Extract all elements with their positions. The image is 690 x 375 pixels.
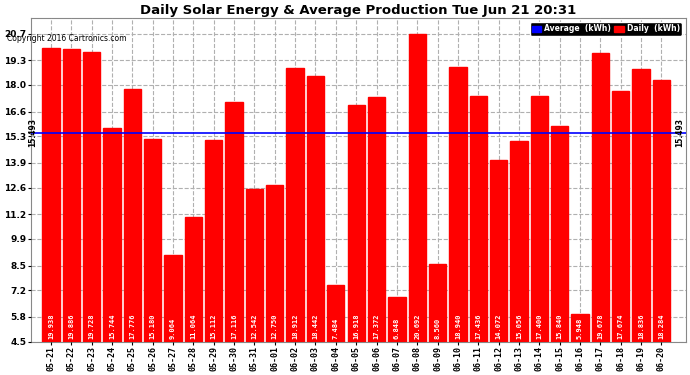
- Text: 17.116: 17.116: [231, 314, 237, 339]
- Bar: [63, 49, 80, 375]
- Bar: [368, 97, 385, 375]
- Text: 6.848: 6.848: [394, 318, 400, 339]
- Text: 15.493: 15.493: [28, 118, 37, 147]
- Text: 7.484: 7.484: [333, 318, 339, 339]
- Text: Copyright 2016 Cartronics.com: Copyright 2016 Cartronics.com: [7, 34, 126, 43]
- Text: 19.728: 19.728: [88, 314, 95, 339]
- Bar: [531, 96, 548, 375]
- Bar: [246, 189, 263, 375]
- Text: 17.372: 17.372: [373, 314, 380, 339]
- Text: 5.948: 5.948: [577, 318, 583, 339]
- Bar: [124, 89, 141, 375]
- Legend: Average  (kWh), Daily  (kWh): Average (kWh), Daily (kWh): [530, 22, 682, 36]
- Text: 12.750: 12.750: [272, 314, 278, 339]
- Text: 18.836: 18.836: [638, 314, 644, 339]
- Bar: [83, 52, 100, 375]
- Bar: [571, 314, 589, 375]
- Bar: [42, 48, 59, 375]
- Text: 17.400: 17.400: [536, 314, 542, 339]
- Text: 16.918: 16.918: [353, 314, 359, 339]
- Text: 15.056: 15.056: [516, 314, 522, 339]
- Bar: [226, 102, 243, 375]
- Bar: [511, 141, 528, 375]
- Text: 15.840: 15.840: [557, 314, 562, 339]
- Bar: [592, 53, 609, 375]
- Bar: [449, 67, 466, 375]
- Bar: [429, 264, 446, 375]
- Text: 15.112: 15.112: [210, 314, 217, 339]
- Text: 19.886: 19.886: [68, 314, 75, 339]
- Bar: [633, 69, 650, 375]
- Text: 15.493: 15.493: [676, 118, 684, 147]
- Bar: [551, 126, 569, 375]
- Text: 9.064: 9.064: [170, 318, 176, 339]
- Text: 8.560: 8.560: [435, 318, 441, 339]
- Bar: [104, 128, 121, 375]
- Text: 20.692: 20.692: [414, 314, 420, 339]
- Text: 12.542: 12.542: [251, 314, 257, 339]
- Text: 14.072: 14.072: [495, 314, 502, 339]
- Bar: [327, 285, 344, 375]
- Text: 19.678: 19.678: [598, 314, 603, 339]
- Text: 19.938: 19.938: [48, 314, 54, 339]
- Bar: [612, 91, 629, 375]
- Text: 18.284: 18.284: [658, 314, 664, 339]
- Text: 18.912: 18.912: [292, 314, 298, 339]
- Text: 17.674: 17.674: [618, 314, 624, 339]
- Text: 18.442: 18.442: [313, 314, 319, 339]
- Bar: [185, 217, 202, 375]
- Bar: [266, 185, 284, 375]
- Bar: [144, 138, 161, 375]
- Text: 15.180: 15.180: [150, 314, 156, 339]
- Text: 17.776: 17.776: [129, 314, 135, 339]
- Bar: [164, 255, 181, 375]
- Bar: [286, 68, 304, 375]
- Bar: [490, 160, 507, 375]
- Text: 18.940: 18.940: [455, 314, 461, 339]
- Bar: [653, 80, 670, 375]
- Bar: [408, 34, 426, 375]
- Bar: [388, 297, 406, 375]
- Bar: [348, 105, 365, 375]
- Title: Daily Solar Energy & Average Production Tue Jun 21 20:31: Daily Solar Energy & Average Production …: [140, 4, 576, 17]
- Bar: [205, 140, 222, 375]
- Text: 15.744: 15.744: [109, 314, 115, 339]
- Bar: [307, 76, 324, 375]
- Text: 11.064: 11.064: [190, 314, 197, 339]
- Bar: [470, 96, 487, 375]
- Text: 17.436: 17.436: [475, 314, 481, 339]
